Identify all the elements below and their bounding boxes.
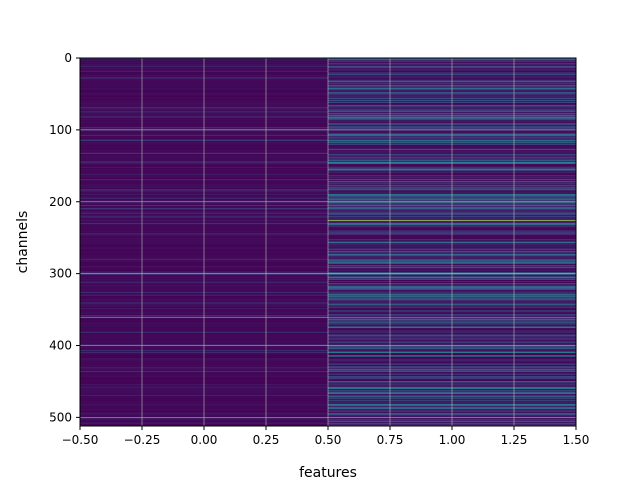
- x-tick-label: 1.25: [501, 433, 528, 447]
- x-axis-ticks: −0.50 −0.25 0.00 0.25 0.50 0.75 1.00 1.25 1.50: [62, 426, 590, 447]
- x-tick-label: 1.50: [563, 433, 590, 447]
- y-tick-label: 0: [64, 51, 72, 65]
- x-tick-label: 0.00: [191, 433, 218, 447]
- y-tick-label: 400: [49, 339, 72, 353]
- x-tick-label: 0.50: [315, 433, 342, 447]
- x-tick-label: 0.75: [377, 433, 404, 447]
- y-tick-label: 500: [49, 410, 72, 424]
- x-tick-label: 1.00: [439, 433, 466, 447]
- y-tick-label: 200: [49, 195, 72, 209]
- x-axis-label: features: [299, 465, 357, 480]
- y-tick-label: 300: [49, 267, 72, 281]
- y-tick-label: 100: [49, 123, 72, 137]
- x-tick-label: −0.50: [62, 433, 99, 447]
- y-axis-ticks: 0 100 200 300 400 500: [49, 51, 80, 424]
- x-tick-label: 0.25: [253, 433, 280, 447]
- x-tick-label: −0.25: [124, 433, 161, 447]
- y-axis-label: channels: [15, 211, 31, 274]
